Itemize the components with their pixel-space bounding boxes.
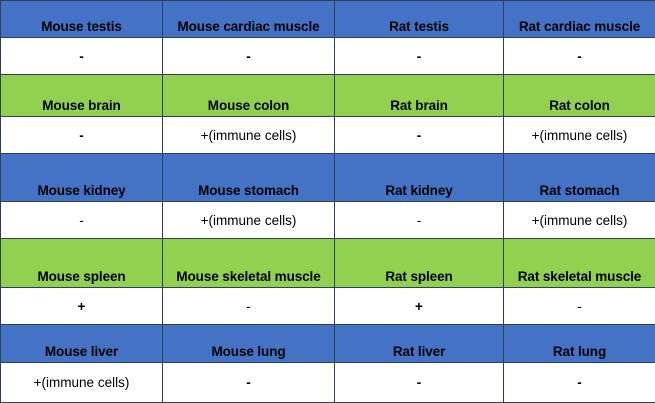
tissue-header-cell: Mouse skeletal muscle bbox=[163, 239, 335, 288]
result-cell: - bbox=[504, 363, 655, 403]
tissue-header-cell: Rat cardiac muscle bbox=[504, 1, 655, 38]
result-cell: - bbox=[335, 117, 504, 154]
result-cell: - bbox=[1, 38, 163, 75]
result-cell: - bbox=[504, 288, 655, 325]
tissue-header-cell: Mouse kidney bbox=[1, 154, 163, 202]
tissue-header-cell: Rat testis bbox=[335, 1, 504, 38]
result-cell: + bbox=[335, 288, 504, 325]
result-cell: +(immune cells) bbox=[504, 117, 655, 154]
tissue-header-cell: Mouse testis bbox=[1, 1, 163, 38]
tissue-header-cell: Rat liver bbox=[335, 325, 504, 363]
result-cell: - bbox=[1, 202, 163, 239]
tissue-header-cell: Mouse brain bbox=[1, 75, 163, 117]
result-cell: - bbox=[335, 38, 504, 75]
result-cell: +(immune cells) bbox=[1, 363, 163, 403]
tissue-header-cell: Rat colon bbox=[504, 75, 655, 117]
tissue-header-cell: Rat brain bbox=[335, 75, 504, 117]
result-cell: - bbox=[335, 202, 504, 239]
result-cell: - bbox=[335, 363, 504, 403]
tissue-header-cell: Rat spleen bbox=[335, 239, 504, 288]
tissue-header-cell: Rat stomach bbox=[504, 154, 655, 202]
tissue-header-cell: Mouse liver bbox=[1, 325, 163, 363]
tissue-header-cell: Mouse cardiac muscle bbox=[163, 1, 335, 38]
result-cell: +(immune cells) bbox=[163, 202, 335, 239]
tissue-header-cell: Mouse stomach bbox=[163, 154, 335, 202]
result-cell: +(immune cells) bbox=[504, 202, 655, 239]
tissue-header-cell: Mouse colon bbox=[163, 75, 335, 117]
tissue-header-cell: Mouse lung bbox=[163, 325, 335, 363]
result-cell: - bbox=[163, 288, 335, 325]
result-cell: - bbox=[163, 38, 335, 75]
tissue-header-cell: Rat lung bbox=[504, 325, 655, 363]
tissue-header-cell: Rat kidney bbox=[335, 154, 504, 202]
result-cell: - bbox=[504, 38, 655, 75]
result-cell: - bbox=[1, 117, 163, 154]
result-cell: - bbox=[163, 363, 335, 403]
tissue-header-cell: Mouse spleen bbox=[1, 239, 163, 288]
tissue-header-cell: Rat skeletal muscle bbox=[504, 239, 655, 288]
result-cell: + bbox=[1, 288, 163, 325]
result-cell: +(immune cells) bbox=[163, 117, 335, 154]
